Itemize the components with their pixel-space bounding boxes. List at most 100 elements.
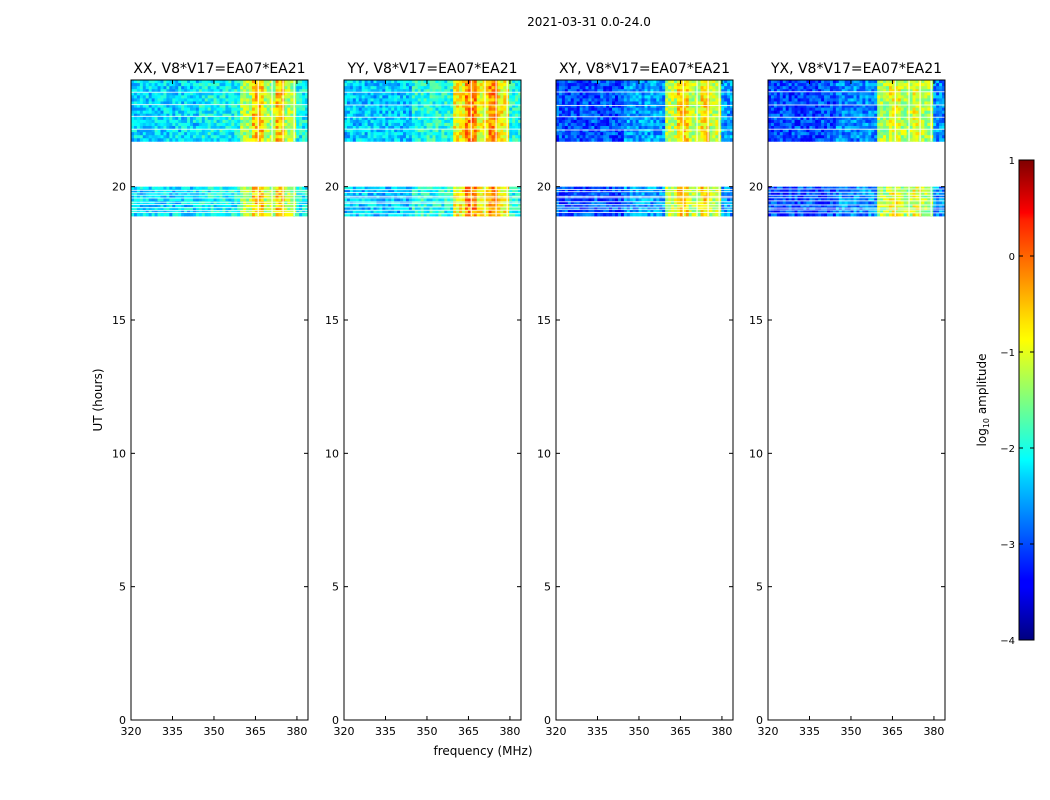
heatmap-cell — [447, 126, 451, 130]
heatmap-cell — [275, 126, 279, 130]
heatmap-cell — [632, 198, 637, 202]
heatmap-cell — [659, 92, 663, 96]
heatmap-cell — [512, 210, 516, 214]
heatmap-cell — [287, 198, 291, 202]
heatmap-cell — [373, 129, 377, 133]
heatmap-cell — [355, 213, 360, 217]
heatmap-cell — [219, 98, 223, 102]
heatmap-cell — [588, 98, 592, 102]
heatmap-cell — [503, 189, 507, 193]
heatmap-cell — [251, 110, 256, 115]
heatmap-cell — [403, 207, 407, 211]
heatmap-cell — [479, 192, 484, 196]
heatmap-cell — [385, 192, 389, 196]
heatmap-cell — [488, 186, 492, 190]
heatmap-cell — [506, 104, 510, 108]
heatmap-cell — [594, 198, 598, 202]
heatmap-cell — [515, 92, 519, 96]
heatmap-cell — [459, 92, 463, 96]
heatmap-cell — [679, 192, 684, 196]
heatmap-cell — [556, 192, 560, 196]
heatmap-cell — [473, 189, 478, 193]
heatmap-cell — [694, 86, 698, 90]
heatmap-cell — [450, 86, 454, 90]
heatmap-cell — [464, 95, 469, 99]
heatmap-cell — [251, 189, 256, 193]
heatmap-cell — [192, 101, 197, 105]
heatmap-cell — [269, 210, 273, 214]
heatmap-cell — [379, 126, 383, 130]
heatmap-cell — [411, 138, 416, 142]
heatmap-cell — [400, 135, 404, 139]
heatmap-cell — [160, 195, 164, 199]
heatmap-cell — [456, 189, 460, 193]
heatmap-cell — [287, 80, 291, 84]
heatmap-cell — [293, 119, 297, 124]
heatmap-cell — [470, 210, 475, 214]
heatmap-cell — [724, 101, 728, 105]
heatmap-cell — [190, 129, 194, 133]
heatmap-cell — [709, 83, 713, 87]
heatmap-cell — [420, 113, 425, 118]
heatmap-cell — [243, 135, 247, 139]
heatmap-cell — [503, 122, 507, 127]
heatmap-cell — [355, 98, 360, 102]
heatmap-cell — [163, 192, 167, 196]
heatmap-cell — [131, 110, 135, 115]
heatmap-cell — [697, 98, 701, 102]
heatmap-cell — [400, 89, 404, 93]
heatmap-cell — [585, 204, 589, 208]
heatmap-cell — [659, 201, 663, 205]
heatmap-cell — [503, 204, 507, 208]
heatmap-cell — [447, 101, 451, 105]
heatmap-cell — [266, 132, 271, 136]
heatmap-cell — [688, 107, 693, 112]
heatmap-cell — [724, 92, 728, 96]
heatmap-cell — [623, 80, 628, 84]
heatmap-cell — [647, 107, 651, 112]
heatmap-cell — [682, 104, 687, 108]
heatmap-cell — [192, 122, 197, 127]
heatmap-cell — [219, 198, 223, 202]
heatmap-cell — [148, 192, 153, 196]
heatmap-cell — [582, 201, 586, 205]
heatmap-cell — [617, 86, 622, 90]
heatmap-cell — [594, 213, 598, 217]
heatmap-cell — [184, 101, 188, 105]
heatmap-cell — [644, 89, 648, 93]
heatmap-cell — [219, 132, 223, 136]
heatmap-cell — [163, 186, 167, 190]
heatmap-cell — [222, 198, 226, 202]
heatmap-cell — [178, 126, 182, 130]
heatmap-cell — [213, 122, 217, 127]
heatmap-cell — [479, 83, 484, 87]
heatmap-cell — [644, 110, 648, 115]
heatmap-cell — [444, 138, 448, 142]
heatmap-cell — [148, 210, 153, 214]
heatmap-cell — [682, 95, 687, 99]
heatmap-cell — [355, 104, 360, 108]
heatmap-cell — [420, 98, 425, 102]
heatmap-cell — [397, 210, 401, 214]
heatmap-cell — [482, 119, 486, 124]
heatmap-cell — [730, 86, 734, 90]
heatmap-cell — [500, 138, 504, 142]
heatmap-cell — [479, 129, 484, 133]
heatmap-cell — [243, 101, 247, 105]
heatmap-cell — [721, 107, 725, 112]
heatmap-cell — [503, 135, 507, 139]
heatmap-cell — [441, 104, 445, 108]
heatmap-cell — [626, 201, 631, 205]
heatmap-cell — [352, 86, 357, 90]
heatmap-cell — [269, 192, 273, 196]
heatmap-cell — [703, 213, 707, 217]
heatmap-cell — [662, 83, 666, 87]
heatmap-cell — [432, 80, 436, 84]
x-tick-label: 380 — [286, 725, 307, 738]
heatmap-cell — [187, 80, 191, 84]
heatmap-cell — [682, 198, 687, 202]
heatmap-cell — [671, 104, 675, 108]
heatmap-cell — [251, 201, 256, 205]
heatmap-cell — [246, 119, 250, 124]
heatmap-cell — [597, 201, 601, 205]
